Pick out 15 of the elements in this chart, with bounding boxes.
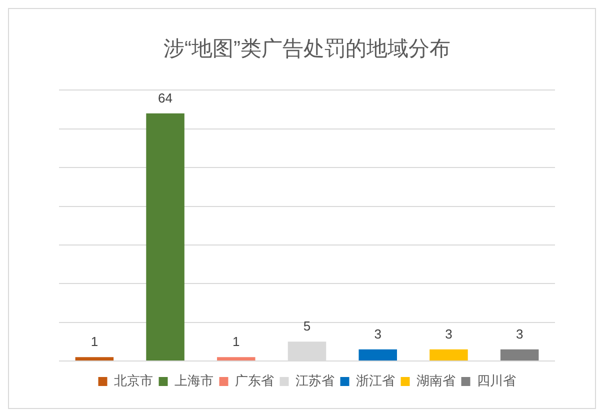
chart-title: 涉“地图”类广告处罚的地域分布: [164, 37, 450, 60]
data-label: 3: [445, 326, 452, 342]
legend-label: 江苏省: [295, 373, 334, 388]
legend-label: 广东省: [234, 373, 274, 388]
legend-label: 湖南省: [416, 373, 456, 388]
data-label: 5: [303, 318, 311, 334]
data-label: 1: [90, 334, 98, 350]
data-label: 3: [516, 326, 524, 342]
legend-label: 北京市: [114, 373, 153, 388]
data-label: 64: [158, 90, 173, 106]
legend-label: 四川省: [476, 373, 516, 388]
data-label: 3: [374, 326, 382, 342]
data-label: 1: [232, 334, 240, 350]
legend-label: 浙江省: [356, 373, 395, 388]
legend-label: 上海市: [174, 373, 214, 388]
